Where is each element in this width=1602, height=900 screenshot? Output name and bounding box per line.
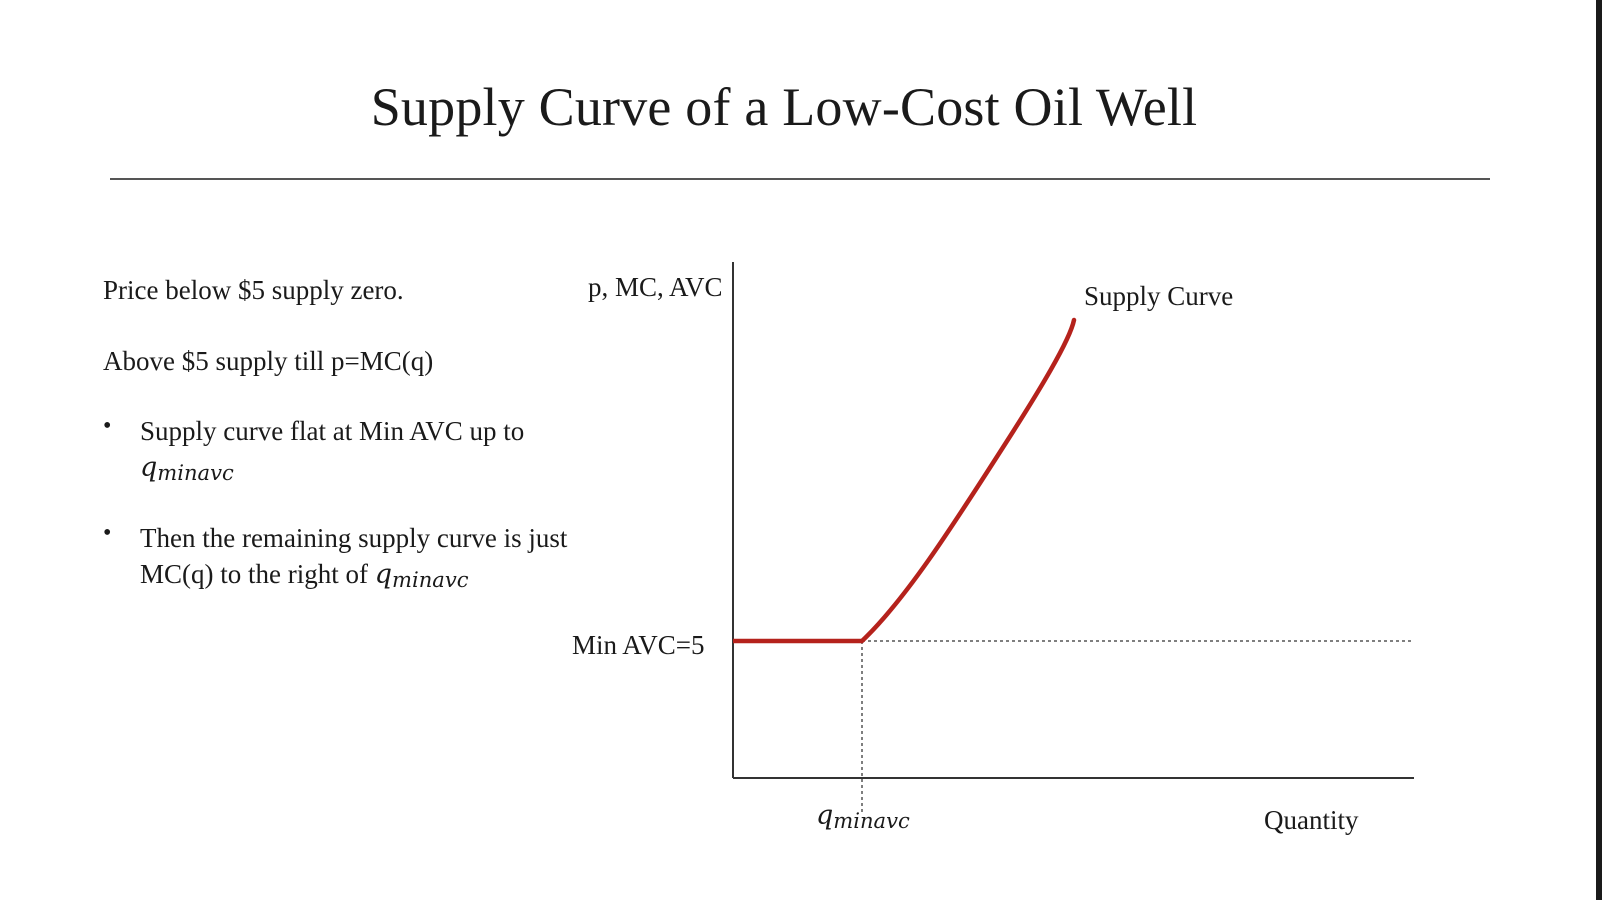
y-axis-label: p, MC, AVC bbox=[588, 272, 723, 302]
q-minavc-axis-label: qminavc bbox=[816, 800, 910, 833]
bullet-item-mc-supply: Then the remaining supply curve is just … bbox=[140, 520, 580, 594]
x-axis-label: Quantity bbox=[1264, 805, 1359, 835]
q-subscript: minavc bbox=[392, 566, 469, 592]
title-divider bbox=[110, 178, 1490, 180]
min-avc-label: Min AVC=5 bbox=[572, 630, 705, 660]
q-subscript: minavc bbox=[157, 459, 234, 485]
q-base: q bbox=[374, 559, 393, 590]
q-minavc-symbol: qminavc bbox=[140, 452, 234, 485]
slide-title: Supply Curve of a Low-Cost Oil Well bbox=[370, 77, 1198, 137]
bullet-text: Then the remaining supply curve is just … bbox=[140, 523, 568, 589]
bullet-text: Supply curve flat at Min AVC up to bbox=[140, 416, 525, 446]
bullet-marker: • bbox=[103, 520, 112, 546]
paragraph-price-above: Above $5 supply till p=MC(q) bbox=[103, 346, 434, 376]
slide-edge bbox=[1596, 0, 1602, 900]
supply-curve-label: Supply Curve bbox=[1084, 281, 1234, 311]
bullet-marker: • bbox=[103, 413, 112, 439]
q-subscript: minavc bbox=[833, 807, 910, 833]
supply-curve-mc bbox=[859, 317, 1077, 644]
q-minavc-symbol: qminavc bbox=[374, 559, 469, 592]
bullet-item-flat-supply: Supply curve flat at Min AVC up to qmina… bbox=[140, 413, 580, 487]
q-base: q bbox=[140, 452, 158, 483]
paragraph-price-below: Price below $5 supply zero. bbox=[103, 275, 404, 305]
q-base: q bbox=[816, 800, 834, 831]
